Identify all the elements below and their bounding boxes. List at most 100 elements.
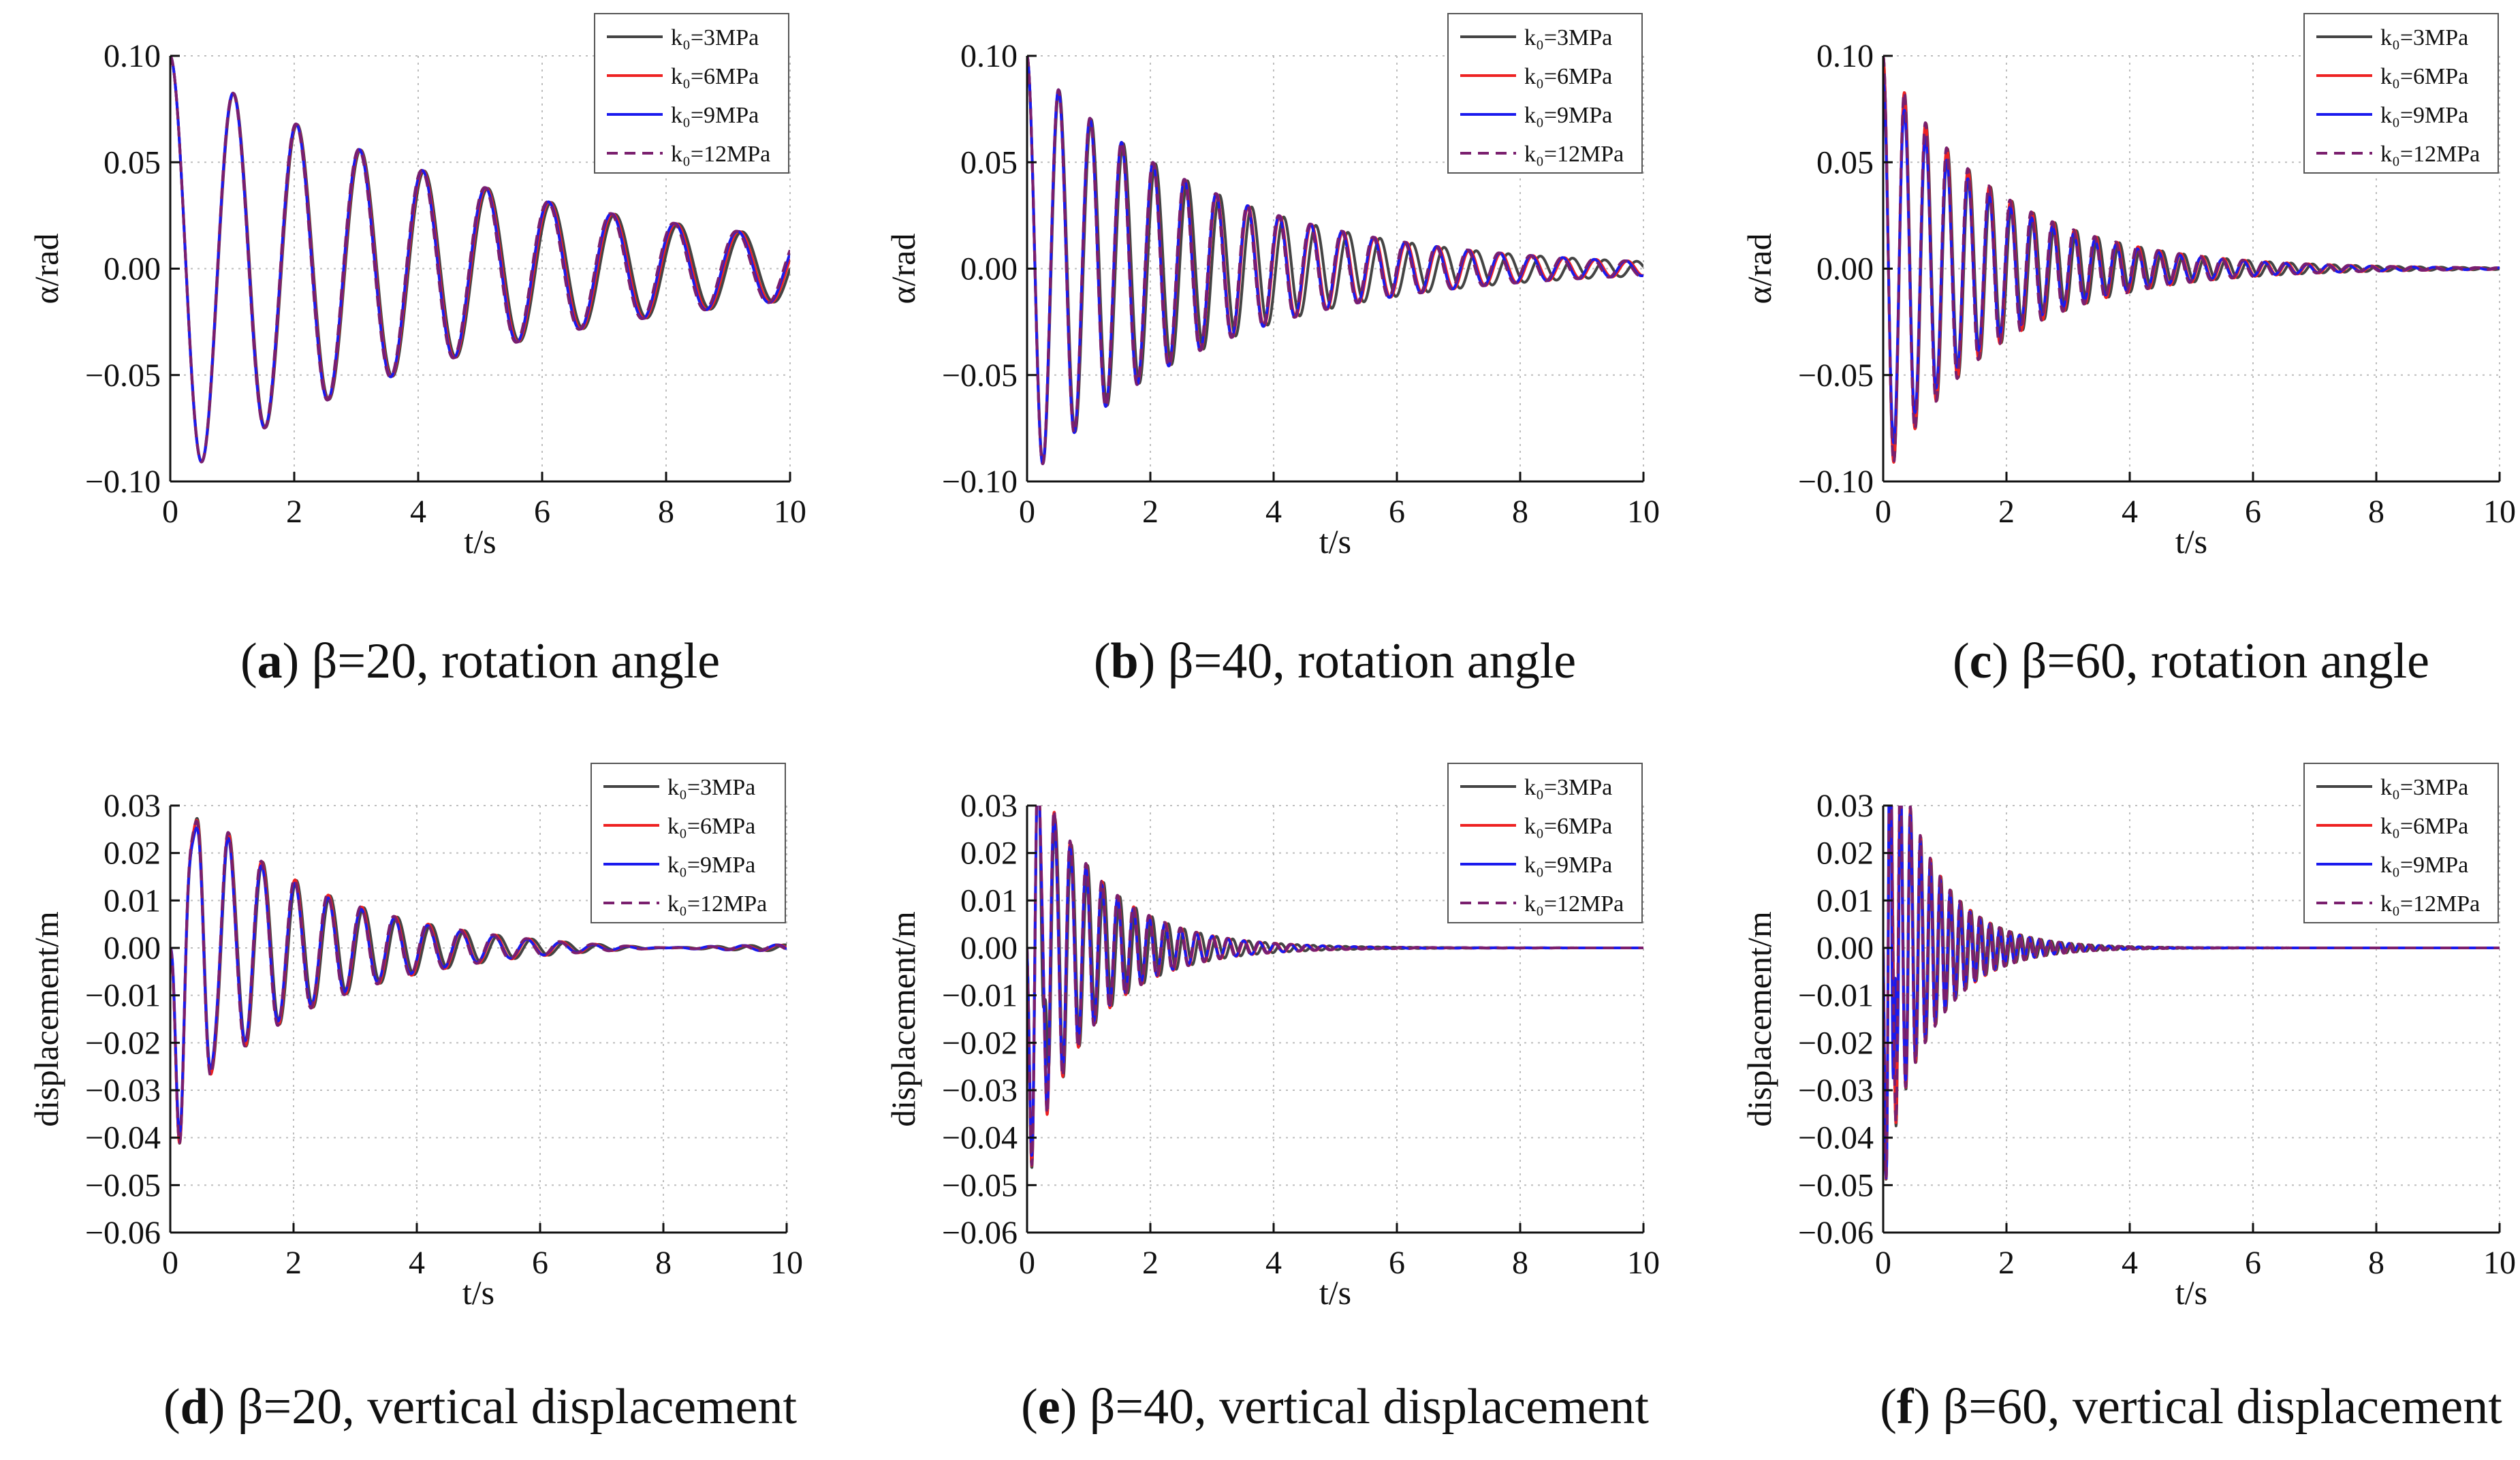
panels: 0 2 4 6 8 10 0.10 0.05 0.00 −0.05 −0.10 t/s α/rad k₀=… <box>27 13 2516 1435</box>
y-tick-label: −0.01 <box>942 978 1018 1014</box>
x-tick-label: 0 <box>1875 1245 1891 1281</box>
series-group <box>170 56 790 464</box>
caption-close-paren: ) <box>1914 1379 1943 1435</box>
y-tick-label: −0.04 <box>1798 1120 1874 1156</box>
x-tick-label: 10 <box>1627 494 1660 530</box>
legend-label-3: k₀=9MPa <box>2380 853 2468 878</box>
caption-text: β=20, vertical displacement <box>238 1379 798 1435</box>
caption-open-paren: ( <box>1021 1379 1038 1435</box>
caption-close-paren: ) <box>1992 633 2021 689</box>
y-tick-label: −0.05 <box>1798 358 1874 394</box>
panel-f: 0 2 4 6 8 10 0.03 0.02 0.01 0.00 −0.01 −0.02 −0.03 −0… <box>1740 763 2516 1435</box>
caption-open-paren: ( <box>1953 633 1970 689</box>
x-tick-label: 8 <box>1512 1245 1528 1281</box>
x-tick-label: 4 <box>2122 494 2138 530</box>
y-tick-label: −0.05 <box>1798 1167 1874 1203</box>
y-tick-label: 0.05 <box>104 144 161 180</box>
y-tick-label: −0.04 <box>942 1120 1018 1156</box>
legend: k₀=3MPa k₀=6MPa k₀=9MPa k₀=12MPa <box>1447 13 1643 174</box>
y-axis-label: displacement/m <box>27 911 65 1127</box>
legend-box <box>2303 13 2499 174</box>
panel-d: 0 2 4 6 8 10 0.03 0.02 0.01 0.00 −0.01 −0.02 −0.03 −0… <box>27 763 803 1435</box>
y-tick-label: −0.02 <box>942 1025 1018 1061</box>
caption-text: β=40, vertical displacement <box>1090 1379 1650 1435</box>
caption-text: β=60, rotation angle <box>2021 633 2429 689</box>
legend-label-3: k₀=9MPa <box>1524 103 1612 128</box>
y-tick-label: 0.03 <box>960 788 1018 824</box>
caption-panel-label: c <box>1970 633 1992 689</box>
panel-caption: (a) β=20, rotation angle <box>240 633 720 689</box>
legend: k₀=3MPa k₀=6MPa k₀=9MPa k₀=12MPa <box>2303 13 2499 174</box>
y-tick-label: −0.06 <box>85 1215 161 1251</box>
x-tick-label: 6 <box>2245 1245 2261 1281</box>
x-tick-label: 0 <box>162 494 178 530</box>
legend-label-1: k₀=3MPa <box>1524 775 1612 800</box>
x-tick-label: 4 <box>1265 1245 1282 1281</box>
panel-caption: (e) β=40, vertical displacement <box>1021 1379 1649 1435</box>
y-tick-label: −0.05 <box>942 1167 1018 1203</box>
legend-label-3: k₀=9MPa <box>667 853 755 878</box>
legend-label-3: k₀=9MPa <box>671 103 759 128</box>
legend-label-2: k₀=6MPa <box>671 64 759 89</box>
series-line-4 <box>1883 806 2500 1179</box>
series-group <box>1027 806 1643 1169</box>
y-tick-label: −0.01 <box>85 978 161 1014</box>
caption-panel-label: b <box>1111 633 1139 689</box>
y-tick-label: 0.02 <box>1816 836 1874 872</box>
panel-caption: (f) β=60, vertical displacement <box>1880 1379 2502 1435</box>
y-tick-label: −0.05 <box>942 358 1018 394</box>
legend-label-4: k₀=12MPa <box>671 142 770 167</box>
y-tick-label: 0.00 <box>104 251 161 287</box>
legend-box <box>1447 763 1643 923</box>
x-tick-label: 6 <box>532 1245 548 1281</box>
x-tick-label: 10 <box>2483 1245 2516 1281</box>
panel-a: 0 2 4 6 8 10 0.10 0.05 0.00 −0.05 −0.10 t/s α/rad k₀=… <box>27 13 806 689</box>
series-group <box>1883 56 2500 464</box>
x-tick-label: 4 <box>2122 1245 2138 1281</box>
x-axis-label: t/s <box>1319 1273 1351 1312</box>
y-tick-label: 0.10 <box>1816 38 1874 74</box>
y-axis-label: α/rad <box>27 234 65 304</box>
y-axis-label: displacement/m <box>1740 911 1778 1127</box>
x-tick-label: 2 <box>285 1245 302 1281</box>
panel-e: 0 2 4 6 8 10 0.03 0.02 0.01 0.00 −0.01 −0.02 −0.03 −0… <box>884 763 1660 1435</box>
caption-close-paren: ) <box>283 633 312 689</box>
x-axis-label: t/s <box>462 1273 494 1312</box>
panel-caption: (c) β=60, rotation angle <box>1953 633 2429 689</box>
caption-panel-label: d <box>180 1379 208 1435</box>
y-tick-label: 0.10 <box>104 38 161 74</box>
series-group <box>1883 806 2500 1181</box>
y-tick-label: −0.06 <box>1798 1215 1874 1251</box>
y-tick-label: −0.04 <box>85 1120 161 1156</box>
y-axis-label: α/rad <box>884 234 922 304</box>
legend-label-4: k₀=12MPa <box>2380 891 2480 917</box>
y-tick-label: −0.02 <box>85 1025 161 1061</box>
x-tick-label: 8 <box>655 1245 672 1281</box>
y-axis-label: displacement/m <box>884 911 922 1127</box>
y-tick-label: −0.01 <box>1798 978 1874 1014</box>
x-tick-label: 2 <box>1142 1245 1159 1281</box>
series-line-4 <box>1883 56 2500 464</box>
y-tick-label: −0.03 <box>85 1073 161 1109</box>
y-tick-label: 0.03 <box>1816 788 1874 824</box>
y-tick-label: −0.02 <box>1798 1025 1874 1061</box>
legend-label-1: k₀=3MPa <box>667 775 755 800</box>
y-tick-label: −0.03 <box>1798 1073 1874 1109</box>
x-tick-label: 4 <box>409 1245 425 1281</box>
series-line-4 <box>1027 806 1643 1167</box>
x-tick-label: 0 <box>1019 494 1035 530</box>
series-line-4 <box>170 56 790 464</box>
x-tick-label: 0 <box>1875 494 1891 530</box>
y-tick-label: −0.05 <box>85 1167 161 1203</box>
legend-label-3: k₀=9MPa <box>1524 853 1612 878</box>
legend-label-2: k₀=6MPa <box>1524 64 1612 89</box>
legend-box <box>2303 763 2499 923</box>
caption-open-paren: ( <box>1094 633 1111 689</box>
legend-box <box>594 13 789 174</box>
legend-label-4: k₀=12MPa <box>1524 142 1624 167</box>
x-tick-label: 10 <box>2483 494 2516 530</box>
x-tick-label: 2 <box>1998 1245 2015 1281</box>
x-tick-label: 0 <box>162 1245 178 1281</box>
legend: k₀=3MPa k₀=6MPa k₀=9MPa k₀=12MPa <box>590 763 786 923</box>
